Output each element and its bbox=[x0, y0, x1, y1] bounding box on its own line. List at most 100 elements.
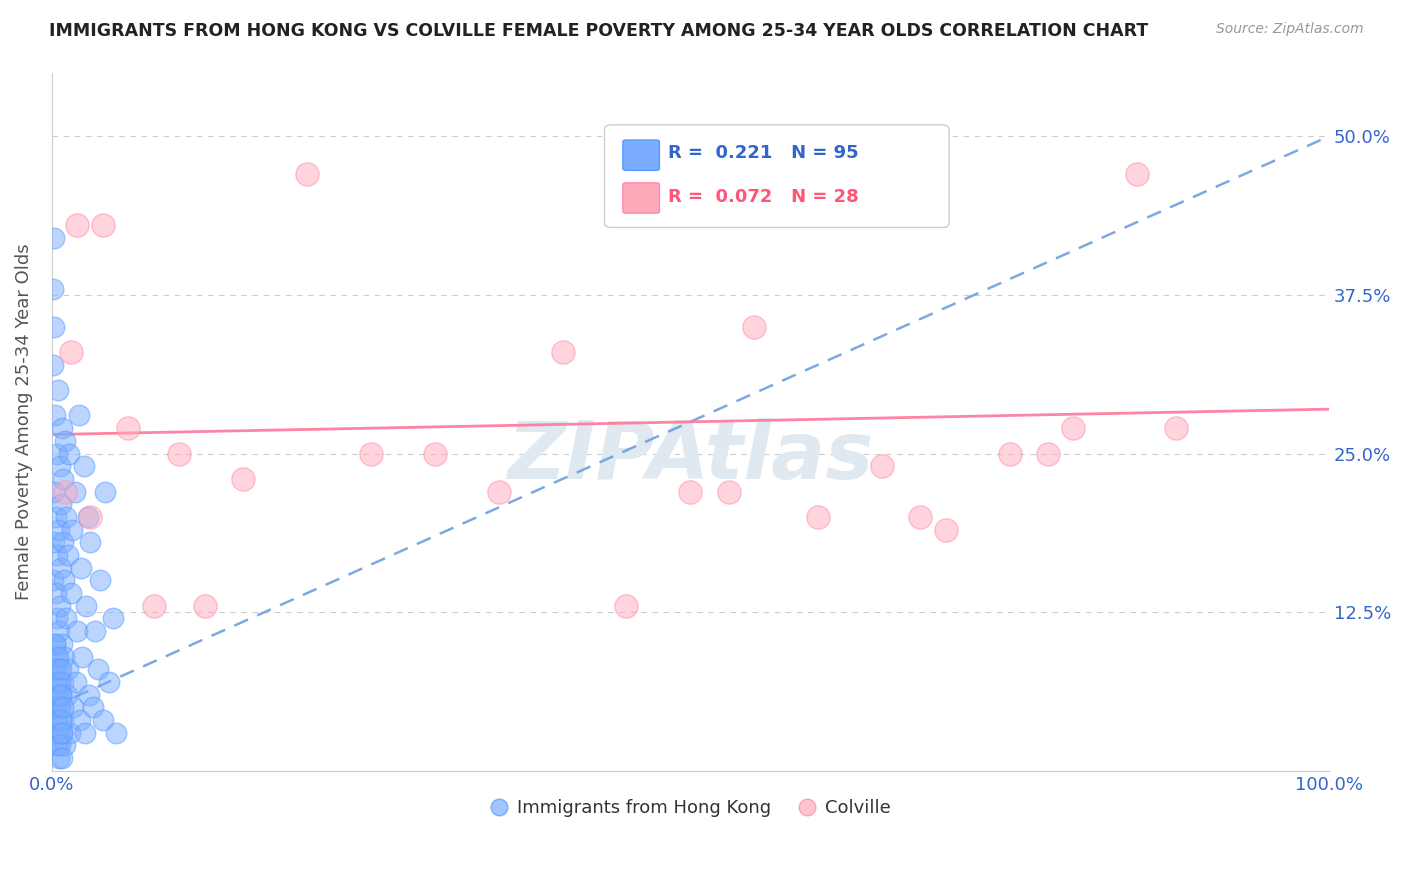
Point bbox=[423, 446, 446, 460]
Point bbox=[44, 409, 66, 423]
Point bbox=[70, 560, 93, 574]
Point bbox=[52, 713, 75, 727]
Point bbox=[42, 700, 65, 714]
Legend: Immigrants from Hong Kong, Colville: Immigrants from Hong Kong, Colville bbox=[482, 792, 898, 824]
Point bbox=[56, 688, 79, 702]
Point bbox=[41, 662, 63, 676]
Point bbox=[77, 688, 100, 702]
Text: ZIPAtlas: ZIPAtlas bbox=[508, 417, 873, 496]
Point bbox=[169, 446, 191, 460]
Point bbox=[46, 649, 69, 664]
Point bbox=[194, 599, 217, 613]
Point bbox=[44, 637, 66, 651]
Point bbox=[49, 497, 72, 511]
Point bbox=[66, 624, 89, 639]
Point bbox=[63, 484, 86, 499]
Point bbox=[48, 700, 70, 714]
Point bbox=[98, 674, 121, 689]
Point bbox=[870, 459, 893, 474]
Point bbox=[75, 599, 97, 613]
Point bbox=[72, 649, 94, 664]
Text: IMMIGRANTS FROM HONG KONG VS COLVILLE FEMALE POVERTY AMONG 25-34 YEAR OLDS CORRE: IMMIGRANTS FROM HONG KONG VS COLVILLE FE… bbox=[49, 22, 1149, 40]
Point bbox=[79, 510, 101, 524]
Point bbox=[60, 523, 83, 537]
Point bbox=[48, 523, 70, 537]
Point bbox=[46, 688, 69, 702]
Point bbox=[1062, 421, 1084, 435]
Point bbox=[49, 599, 72, 613]
Point bbox=[49, 713, 72, 727]
Point bbox=[58, 446, 80, 460]
Point bbox=[551, 345, 574, 359]
Point bbox=[48, 662, 70, 676]
Point bbox=[58, 662, 80, 676]
Point bbox=[232, 472, 254, 486]
Point bbox=[82, 700, 104, 714]
Point bbox=[42, 725, 65, 739]
Point bbox=[51, 751, 73, 765]
Point bbox=[49, 688, 72, 702]
Point bbox=[45, 446, 67, 460]
Point bbox=[52, 700, 75, 714]
Point bbox=[742, 319, 765, 334]
Point bbox=[488, 484, 510, 499]
Point bbox=[42, 574, 65, 588]
Point bbox=[52, 472, 75, 486]
Point bbox=[53, 739, 76, 753]
Point bbox=[49, 700, 72, 714]
Point bbox=[53, 434, 76, 448]
Point bbox=[73, 725, 96, 739]
Point bbox=[616, 599, 638, 613]
Point bbox=[48, 725, 70, 739]
Point bbox=[42, 282, 65, 296]
Point bbox=[44, 688, 66, 702]
Text: R =  0.221   N = 95: R = 0.221 N = 95 bbox=[668, 145, 859, 162]
Point bbox=[117, 421, 139, 435]
Point bbox=[51, 421, 73, 435]
Point bbox=[56, 548, 79, 562]
Point bbox=[69, 713, 91, 727]
Point bbox=[52, 674, 75, 689]
Point bbox=[49, 688, 72, 702]
Point bbox=[45, 739, 67, 753]
Point bbox=[935, 523, 957, 537]
Point bbox=[59, 345, 82, 359]
Point bbox=[101, 611, 124, 625]
Point bbox=[44, 535, 66, 549]
Point bbox=[84, 624, 107, 639]
Point bbox=[42, 484, 65, 499]
Y-axis label: Female Poverty Among 25-34 Year Olds: Female Poverty Among 25-34 Year Olds bbox=[15, 244, 32, 600]
Point bbox=[48, 624, 70, 639]
Point bbox=[1036, 446, 1059, 460]
Point bbox=[45, 510, 67, 524]
Point bbox=[45, 649, 67, 664]
Point bbox=[45, 713, 67, 727]
Point bbox=[717, 484, 740, 499]
Point bbox=[908, 510, 931, 524]
Point bbox=[42, 231, 65, 245]
Text: Source: ZipAtlas.com: Source: ZipAtlas.com bbox=[1216, 22, 1364, 37]
Point bbox=[52, 574, 75, 588]
Point bbox=[94, 484, 117, 499]
Point bbox=[91, 713, 114, 727]
Point bbox=[48, 459, 70, 474]
Point bbox=[46, 548, 69, 562]
Point bbox=[76, 510, 98, 524]
Point bbox=[53, 649, 76, 664]
Point bbox=[51, 637, 73, 651]
Point bbox=[295, 168, 318, 182]
Point bbox=[998, 446, 1021, 460]
Point bbox=[46, 674, 69, 689]
Point bbox=[142, 599, 165, 613]
Point bbox=[46, 383, 69, 397]
Point bbox=[46, 713, 69, 727]
Point bbox=[48, 739, 70, 753]
Point bbox=[679, 484, 702, 499]
Point bbox=[59, 586, 82, 600]
Point bbox=[44, 319, 66, 334]
Point bbox=[1126, 168, 1149, 182]
Point bbox=[1164, 421, 1187, 435]
Point bbox=[53, 484, 76, 499]
Point bbox=[66, 218, 89, 232]
Point bbox=[62, 700, 84, 714]
